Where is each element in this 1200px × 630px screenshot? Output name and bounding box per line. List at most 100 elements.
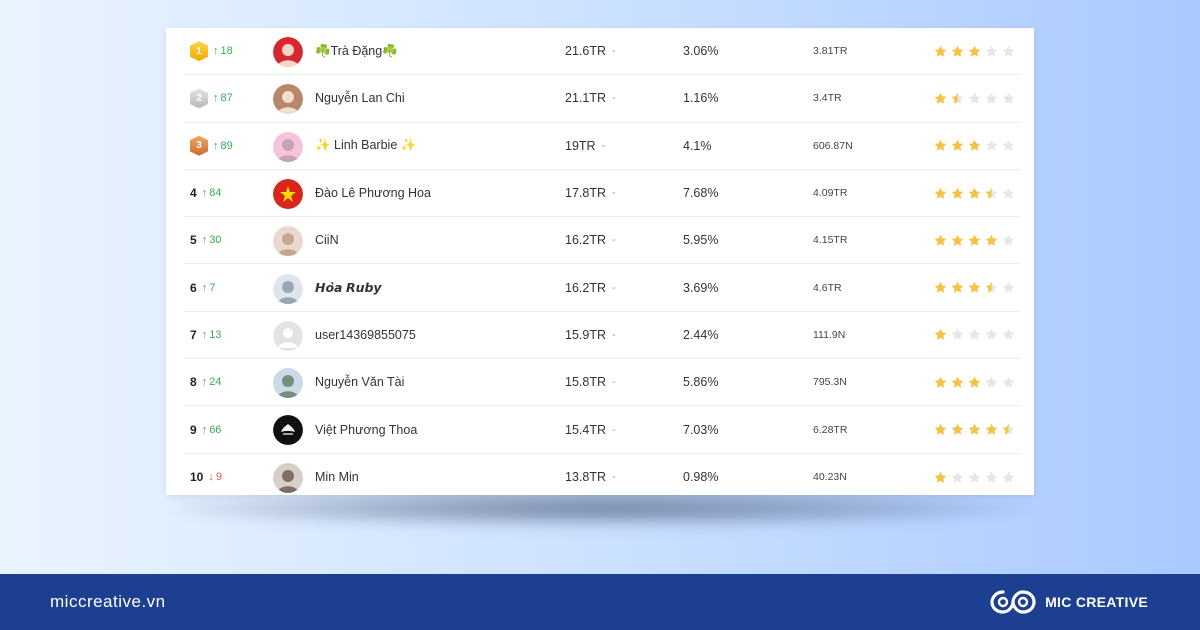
avatar[interactable]: [273, 368, 303, 399]
star-rating: [934, 406, 1015, 452]
avatar[interactable]: [273, 37, 303, 67]
avatar[interactable]: [273, 84, 303, 115]
star-filled-icon: [951, 187, 964, 199]
rank-cell: 9 ↑ 66: [190, 406, 221, 452]
star-empty-icon: [1002, 187, 1015, 199]
table-row[interactable]: 6 ↑ 7 𝙃𝙤̀𝙖 𝙍𝙪𝙗𝙮 16.2TR - 3.69% 4.6TR: [184, 265, 1020, 312]
rank-number: 4: [190, 186, 197, 201]
creator-name[interactable]: ☘️Trà Đặng☘️: [315, 43, 398, 58]
creator-name[interactable]: user14369855075: [315, 327, 416, 342]
creator-name[interactable]: Min Min: [315, 470, 359, 485]
table-row[interactable]: 3 ↑ 89 ✨ Linh Barbie ✨ 19TR - 4.1% 606.87N: [184, 123, 1020, 170]
star-filled-icon: [934, 376, 947, 388]
rank-cell: 8 ↑ 24: [190, 359, 221, 405]
star-filled-icon: [934, 187, 947, 199]
rank-change-value: 24: [209, 376, 222, 389]
table-row[interactable]: 4 ↑ 84 Đào Lê Phương Hoa 17.8TR - 7.68% 4.09TR: [184, 170, 1020, 218]
avatar[interactable]: [273, 462, 303, 493]
rank-change-value: 13: [209, 328, 222, 341]
star-empty-icon: [1002, 234, 1015, 246]
avatar[interactable]: [273, 320, 303, 351]
star-empty-icon: [1002, 139, 1015, 152]
engagement-rate: 3.06%: [683, 44, 719, 59]
rank-number: 7: [190, 327, 197, 342]
followers-cell: 15.4TR -: [565, 406, 616, 452]
star-empty-icon: [951, 471, 964, 483]
creator-name[interactable]: Việt Phương Thoa: [315, 422, 418, 437]
star-empty-icon: [1002, 329, 1015, 341]
table-row[interactable]: 8 ↑ 24 Nguyễn Văn Tài 15.8TR - 5.86% 795.3N: [184, 359, 1020, 407]
creator-name[interactable]: 𝙃𝙤̀𝙖 𝙍𝙪𝙗𝙮: [315, 281, 382, 296]
rank-cell: 2 ↑ 87: [190, 75, 233, 121]
star-filled-icon: [951, 376, 964, 388]
rank-cell: 1 ↑ 18: [190, 28, 233, 74]
site-url[interactable]: miccreative.vn: [50, 592, 166, 611]
star-filled-icon: [951, 281, 964, 293]
table-row[interactable]: 1 ↑ 18 ☘️Trà Đặng☘️ 21.6TR - 3.06% 3.81TR: [184, 28, 1020, 76]
table-row[interactable]: 7 ↑ 13 user14369855075 15.9TR - 2.44% 111.9N: [184, 312, 1020, 360]
star-filled-icon: [968, 423, 981, 435]
star-filled-icon: [968, 187, 981, 199]
creator-name[interactable]: Đào Lê Phương Hoa: [315, 186, 431, 201]
rank-number: 10: [190, 470, 204, 485]
avatar[interactable]: [273, 131, 303, 162]
rank-change-value: 18: [220, 45, 233, 58]
engagement-rate: 2.44%: [683, 327, 719, 342]
arrow-up-icon: ↑: [213, 92, 219, 105]
brand[interactable]: MIC CREATIVE: [989, 574, 1148, 630]
table-row[interactable]: 10 ↓ 9 Min Min 13.8TR - 0.98% 40.23N: [184, 454, 1020, 501]
average-interactions: 3.4TR: [813, 92, 842, 105]
rank-change-value: 7: [209, 281, 216, 294]
table-row[interactable]: 2 ↑ 87 Nguyễn Lan Chi 21.1TR - 1.16% 3.4TR: [184, 75, 1020, 123]
star-empty-icon: [1002, 281, 1015, 293]
star-filled-icon: [934, 45, 947, 57]
star-half-icon: [1002, 423, 1015, 435]
creator-name[interactable]: Nguyễn Lan Chi: [315, 91, 405, 106]
footer-bar: miccreative.vn MIC CREATIVE: [0, 574, 1200, 630]
rank-change: ↑ 89: [213, 140, 233, 152]
star-filled-icon: [934, 92, 947, 104]
star-filled-icon: [968, 281, 981, 293]
followers-change: -: [612, 328, 616, 341]
followers-value: 15.4TR: [565, 422, 606, 437]
average-interactions: 4.15TR: [813, 234, 848, 247]
creator-name[interactable]: CiiN: [315, 233, 339, 248]
gold-medal-icon: 1: [190, 41, 208, 62]
creator-name[interactable]: ✨ Linh Barbie ✨: [315, 138, 417, 153]
rank-change: ↑ 13: [202, 329, 222, 341]
rank-change: ↑ 87: [213, 92, 233, 104]
rank-number: 8: [190, 375, 197, 390]
table-row[interactable]: 5 ↑ 30 CiiN 16.2TR - 5.95% 4.15TR: [184, 217, 1020, 265]
avatar[interactable]: [273, 273, 303, 304]
star-filled-icon: [968, 376, 981, 388]
rank-change: ↑ 24: [202, 376, 222, 388]
average-interactions: 795.3N: [813, 376, 847, 389]
avatar[interactable]: [273, 415, 303, 446]
arrow-up-icon: ↑: [201, 187, 208, 200]
arrow-up-icon: ↑: [213, 45, 219, 58]
followers-cell: 15.8TR -: [565, 359, 616, 405]
star-half-icon: [985, 187, 998, 199]
star-empty-icon: [968, 92, 981, 104]
rank-change-value: 89: [220, 139, 233, 152]
star-filled-icon: [934, 281, 947, 293]
avatar[interactable]: [273, 226, 303, 257]
avatar[interactable]: [273, 178, 303, 209]
star-empty-icon: [985, 92, 998, 104]
star-filled-icon: [934, 329, 947, 341]
arrow-up-icon: ↑: [201, 328, 208, 341]
rank-number: 5: [190, 233, 197, 248]
rank-change: ↑ 18: [213, 45, 233, 57]
followers-value: 21.6TR: [565, 44, 606, 59]
star-filled-icon: [985, 234, 998, 246]
followers-value: 13.8TR: [565, 470, 606, 485]
engagement-rate: 7.68%: [683, 186, 719, 201]
followers-value: 15.9TR: [565, 327, 606, 342]
average-interactions: 40.23N: [813, 471, 847, 484]
star-rating: [934, 170, 1015, 216]
engagement-rate: 3.69%: [683, 280, 719, 295]
table-row[interactable]: 9 ↑ 66 Việt Phương Thoa 15.4TR - 7.03% 6.28TR: [184, 406, 1020, 454]
star-empty-icon: [951, 329, 964, 341]
followers-change: -: [612, 423, 616, 436]
creator-name[interactable]: Nguyễn Văn Tài: [315, 375, 405, 390]
